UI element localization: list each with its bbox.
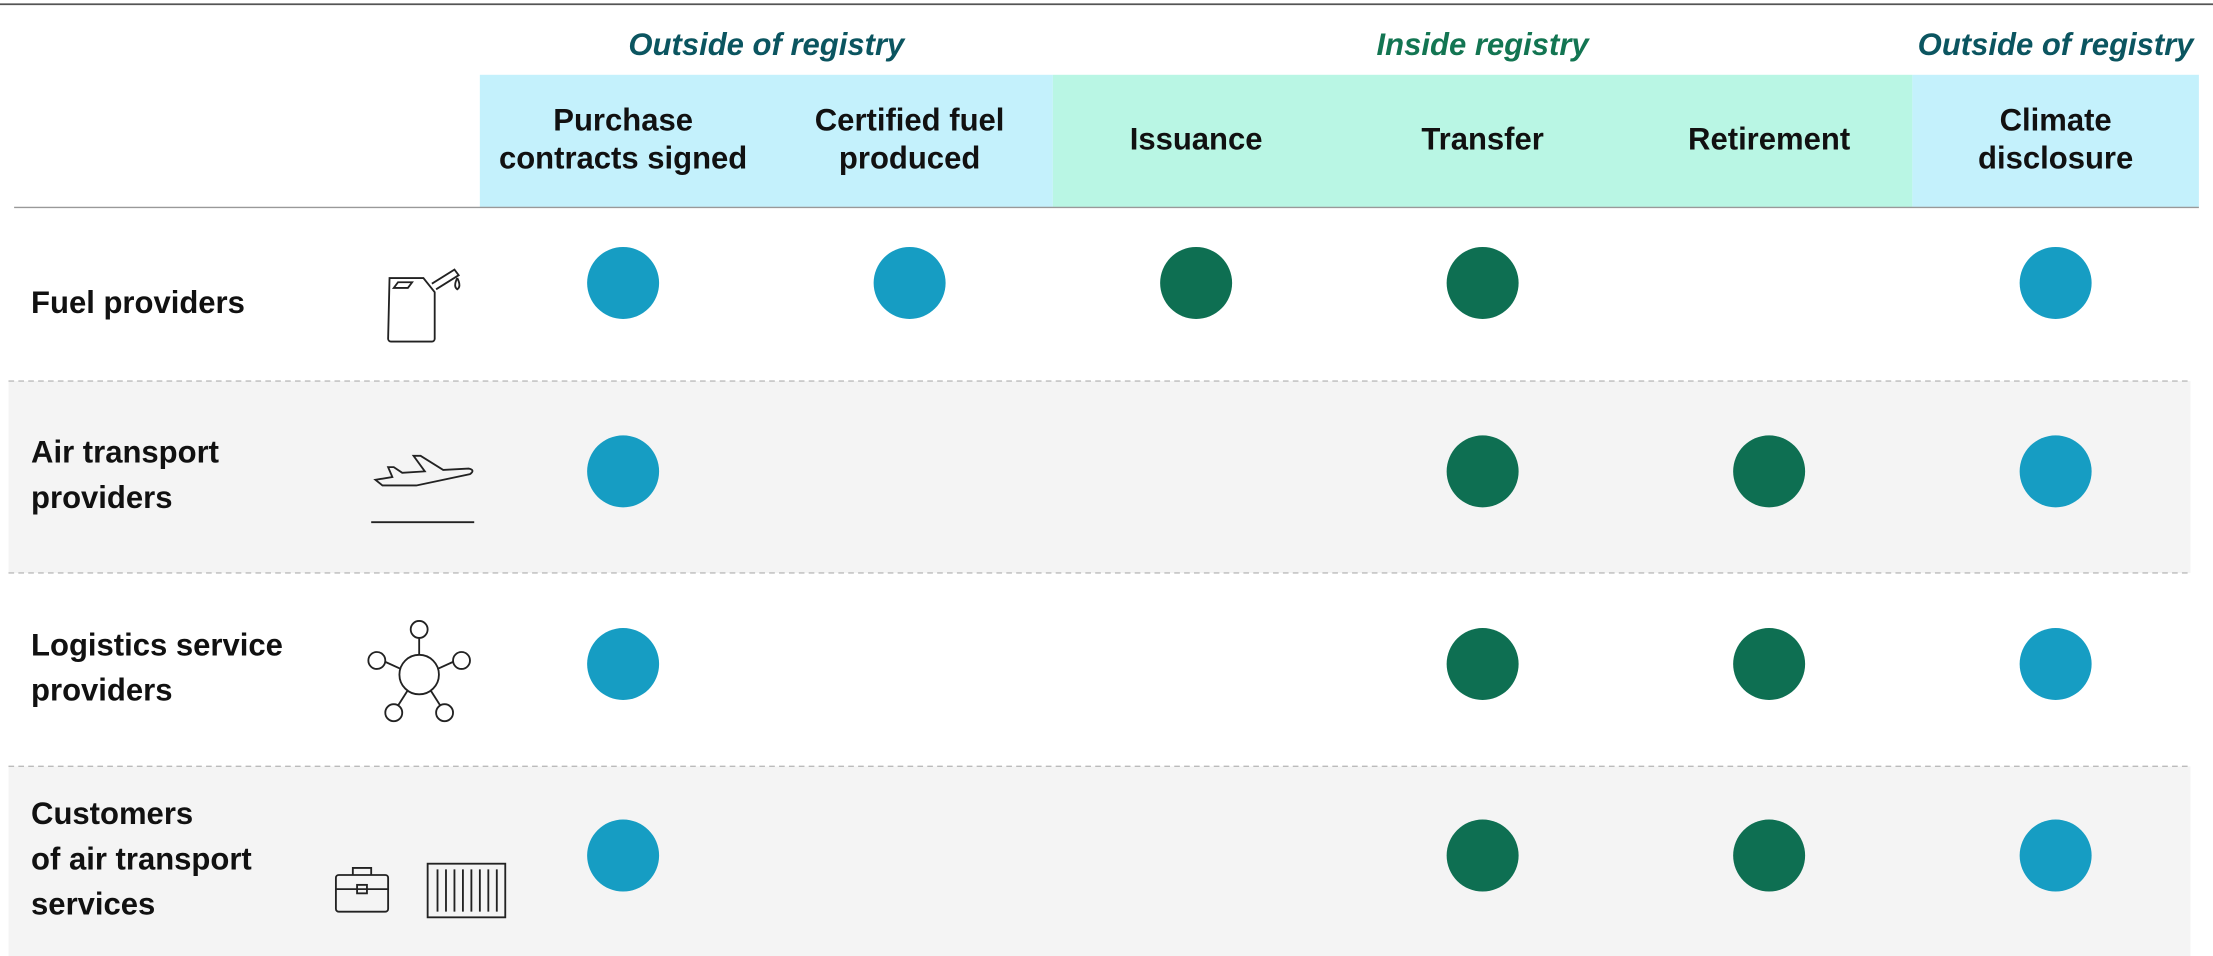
- row-label: Fuel providers: [31, 285, 245, 320]
- column-header: Climate: [2000, 102, 2112, 137]
- dot: [1733, 628, 1806, 700]
- column-header: Transfer: [1421, 121, 1543, 156]
- dot: [587, 819, 660, 892]
- column-header: Issuance: [1130, 121, 1263, 156]
- row-label: providers: [31, 480, 172, 515]
- dot: [2019, 435, 2092, 508]
- icon-fuel-can: [387, 268, 461, 343]
- column-header: produced: [839, 140, 980, 175]
- dot: [2019, 819, 2092, 892]
- row-label: of air transport: [31, 841, 252, 876]
- dot: [1446, 435, 1519, 508]
- dot: [1446, 246, 1519, 319]
- backgrounds: [8, 74, 2199, 956]
- column-header: Purchase: [553, 102, 693, 137]
- icon-plane: [371, 454, 475, 524]
- row-label: Air transport: [31, 435, 219, 470]
- dot: [587, 628, 660, 700]
- row-label: providers: [31, 672, 172, 707]
- dot: [587, 246, 660, 319]
- dot: [1446, 628, 1519, 700]
- dot: [873, 246, 946, 319]
- group-label: Inside registry: [1377, 27, 1591, 62]
- dot: [1446, 819, 1519, 892]
- dot: [2019, 628, 2092, 700]
- column-header: contracts signed: [499, 140, 747, 175]
- icon-network: [367, 620, 471, 723]
- group-label: Outside of registry: [1918, 27, 2196, 62]
- column-header: Certified fuel: [815, 102, 1005, 137]
- header-band: [1052, 74, 1913, 208]
- icon-briefcase-container: [334, 862, 507, 919]
- group-label: Outside of registry: [628, 27, 906, 62]
- dot: [1733, 435, 1806, 508]
- dot: [1733, 819, 1806, 892]
- row-label: Logistics service: [31, 627, 283, 662]
- row-band: [8, 381, 2191, 573]
- row-band: [8, 766, 2191, 956]
- dot: [1160, 246, 1233, 319]
- dot: [2019, 246, 2092, 319]
- row-label: Customers: [31, 796, 193, 831]
- dot: [587, 435, 660, 508]
- header-band: [1912, 74, 2199, 208]
- header-band: [479, 74, 1053, 208]
- column-header: Retirement: [1688, 121, 1850, 156]
- column-header: disclosure: [1978, 140, 2133, 175]
- row-label: services: [31, 887, 155, 922]
